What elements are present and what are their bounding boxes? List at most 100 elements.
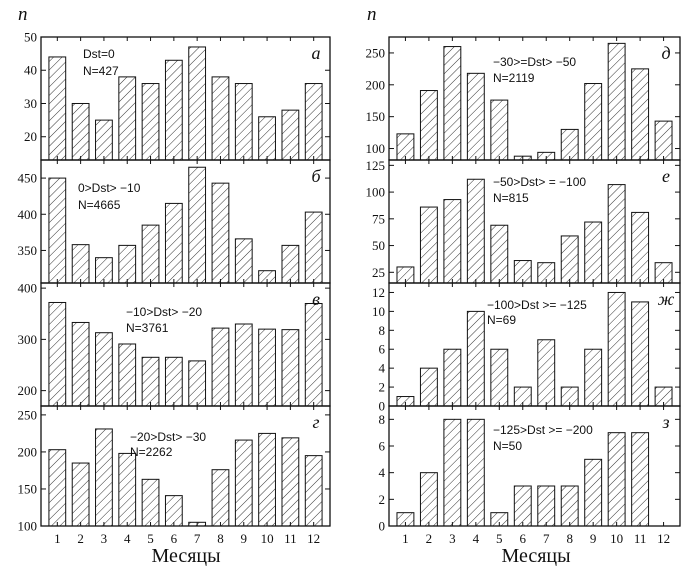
x-tick-label: 8 — [566, 531, 573, 546]
bar-month-5 — [490, 224, 509, 284]
bar-month-10 — [607, 432, 626, 527]
x-tick-label: 3 — [101, 531, 108, 546]
x-axis-label-left: Месяцы — [151, 545, 220, 567]
y-tick-label: 350 — [18, 243, 38, 258]
y-tick-label: 6 — [379, 342, 386, 357]
x-tick-label: 9 — [241, 531, 248, 546]
annotation-count: N=2262 — [130, 445, 173, 459]
y-tick-label: 100 — [366, 141, 386, 156]
bar-month-12 — [304, 455, 323, 527]
bar-month-12 — [304, 303, 323, 407]
panel-letter: в — [312, 289, 320, 309]
bar-month-6 — [164, 495, 183, 527]
bar-month-7 — [537, 485, 556, 527]
bar-month-9 — [584, 348, 603, 407]
bar-month-11 — [631, 68, 650, 161]
y-tick-label: 50 — [372, 238, 385, 253]
bar-month-9 — [234, 83, 253, 161]
bar-month-10 — [258, 432, 276, 527]
annotation-count: N=2119 — [493, 71, 535, 85]
x-tick-label: 6 — [171, 531, 178, 546]
annotation-dst-range: −20>Dst> −30 — [130, 430, 206, 444]
bar-month-6 — [513, 485, 532, 527]
bar-month-10 — [258, 116, 276, 161]
bar-month-4 — [118, 343, 137, 407]
panel-letter: д — [661, 43, 670, 63]
x-tick-label: 1 — [54, 531, 61, 546]
annotation-dst-range: Dst=0 — [83, 47, 115, 61]
panel-v: 200 300 400 в −10>Dst> −20 N=3761 — [18, 281, 331, 407]
y-tick-label: 50 — [24, 30, 37, 45]
x-tick-label: 3 — [449, 531, 456, 546]
y-tick-label: 250 — [18, 407, 38, 422]
x-tick-label: 10 — [261, 531, 274, 546]
panel-letter: г — [312, 412, 319, 432]
bar-month-5 — [141, 224, 160, 284]
y-tick-label: 400 — [18, 281, 38, 296]
y-tick-label: 2 — [379, 492, 386, 507]
bar-month-9 — [234, 323, 253, 407]
bar-month-2 — [71, 244, 90, 284]
x-tick-label: 4 — [124, 531, 131, 546]
bar-month-2 — [71, 321, 90, 407]
y-tick-label: 250 — [366, 45, 386, 60]
x-tick-label: 9 — [590, 531, 597, 546]
bar-month-4 — [118, 244, 137, 284]
y-tick-label: 30 — [24, 96, 37, 111]
y-tick-label: 200 — [18, 444, 38, 459]
x-tick-label: 11 — [634, 531, 647, 546]
bar-month-11 — [281, 109, 300, 161]
bar-month-3 — [443, 348, 462, 407]
y-tick-label: 0 — [379, 519, 386, 534]
bar-month-11 — [281, 244, 300, 284]
y-tick-label: 150 — [366, 109, 386, 124]
bar-month-3 — [443, 46, 462, 161]
bar-month-11 — [281, 437, 300, 527]
bar-month-5 — [490, 99, 509, 161]
bar-month-1 — [48, 177, 67, 284]
y-tick-label: 20 — [24, 129, 37, 144]
bar-month-8 — [560, 235, 579, 284]
x-tick-label: 12 — [307, 531, 320, 546]
bar-month-1 — [48, 449, 67, 527]
annotation-dst-range: −10>Dst> −20 — [126, 305, 202, 319]
bar-month-5 — [490, 348, 509, 407]
bar-month-5 — [141, 356, 160, 407]
bar-month-12 — [304, 83, 323, 161]
y-tick-label: 40 — [24, 63, 37, 78]
annotation-count: N=50 — [493, 439, 522, 453]
bar-month-5 — [141, 83, 160, 161]
bar-month-2 — [419, 90, 438, 161]
bar-month-7 — [188, 166, 207, 284]
bar-month-3 — [95, 332, 113, 407]
x-tick-label: 4 — [473, 531, 480, 546]
x-tick-label: 5 — [496, 531, 503, 546]
x-tick-label: 11 — [284, 531, 297, 546]
bar-month-10 — [607, 184, 626, 284]
annotation-dst-range: 0>Dst> −10 — [78, 181, 141, 195]
annotation-count: N=427 — [83, 64, 119, 78]
bar-month-9 — [234, 439, 253, 527]
annotation-dst-range: −30>=Dst> −50 — [493, 55, 576, 69]
bar-month-9 — [584, 221, 603, 284]
x-tick-label: 6 — [520, 531, 527, 546]
bar-month-8 — [211, 327, 230, 407]
panel-e: 25 50 75 100 125 е −50>Dst> = −100 N=815 — [366, 158, 681, 284]
bar-month-2 — [419, 472, 438, 527]
bar-month-2 — [419, 367, 438, 407]
bar-month-12 — [304, 211, 323, 284]
bar-month-6 — [164, 356, 183, 407]
x-tick-label: 7 — [194, 531, 201, 546]
panel-letter: а — [312, 43, 321, 63]
bar-month-7 — [537, 339, 556, 407]
x-tick-label: 1 — [402, 531, 409, 546]
bar-month-5 — [141, 478, 160, 527]
y-tick-label: 0 — [379, 399, 386, 414]
y-tick-label: 8 — [379, 412, 386, 427]
x-tick-label: 5 — [147, 531, 154, 546]
y-tick-label: 4 — [379, 361, 386, 376]
annotation-dst-range: −125>Dst >= −200 — [493, 423, 593, 437]
bar-month-4 — [466, 310, 485, 407]
